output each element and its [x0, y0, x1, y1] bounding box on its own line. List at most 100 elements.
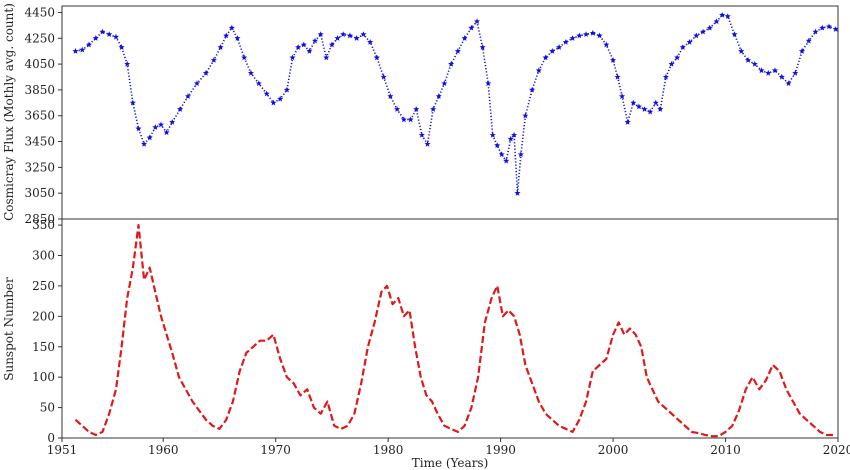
cosmic-ray-data-point	[785, 80, 792, 87]
cosmic-ray-y-ticks: 2850 3050 3250 3450 3650 3850 4050 4250 4450	[24, 5, 62, 226]
cosmic-ray-data-point	[657, 106, 664, 112]
cosmic-ray-data-point	[731, 31, 738, 37]
time-x-tick-label: 2010	[710, 443, 741, 457]
cosmic-ray-data-point	[407, 116, 414, 123]
cosmic-ray-y-tick-label: 4450	[24, 5, 55, 19]
cosmic-ray-data-point	[435, 93, 442, 99]
cosmic-ray-data-point	[106, 31, 113, 37]
cosmic-ray-data-point	[118, 44, 125, 50]
sunspot-series-line	[74, 224, 834, 438]
cosmic-ray-data-point	[152, 124, 159, 130]
cosmic-ray-data-point	[263, 90, 270, 97]
cosmic-ray-data-point	[686, 38, 693, 45]
cosmic-ray-data-point	[112, 33, 120, 40]
cosmic-ray-data-point	[255, 80, 262, 87]
cosmic-ray-plot-frame	[61, 5, 839, 220]
cosmic-ray-data-point	[668, 60, 675, 67]
time-x-axis-label: Time (Years)	[412, 456, 489, 470]
cosmic-ray-data-point	[184, 93, 191, 99]
cosmic-ray-data-point	[334, 35, 341, 41]
cosmic-ray-y-tick-label: 3650	[24, 109, 55, 123]
time-x-tick-label: 1960	[148, 443, 179, 457]
cosmic-ray-data-point	[367, 38, 374, 45]
cosmic-ray-data-point	[542, 54, 549, 61]
cosmic-ray-data-point	[771, 67, 779, 74]
cosmic-ray-data-point	[778, 73, 785, 80]
cosmic-ray-data-point	[124, 60, 131, 67]
sunspot-y-tick-label: 300	[32, 249, 55, 263]
cosmic-ray-data-point	[706, 24, 713, 31]
time-x-tick-label: 2000	[598, 443, 629, 457]
sunspot-y-tick-label: 350	[32, 218, 55, 232]
cosmic-ray-data-point	[306, 47, 313, 54]
cosmic-ray-data-point	[549, 47, 556, 54]
cosmic-ray-data-point	[473, 18, 481, 25]
time-x-tick-label: 1970	[260, 443, 291, 457]
sunspot-y-tick-label: 250	[32, 279, 55, 293]
cosmic-ray-data-point	[468, 24, 475, 31]
cosmic-ray-data-point	[503, 157, 510, 164]
cosmic-ray-y-tick-label: 3450	[24, 135, 55, 149]
cosmic-ray-data-point	[387, 93, 394, 99]
cosmic-ray-data-point	[157, 121, 165, 128]
cosmic-ray-data-point	[700, 28, 707, 35]
sunspot-y-ticks: 0 50 100 150 200 250 300 350	[32, 218, 62, 445]
cosmic-ray-data-point	[652, 99, 659, 106]
cosmic-ray-data-point	[217, 44, 224, 50]
cosmic-ray-data-point	[461, 35, 468, 41]
cosmic-ray-data-point	[610, 57, 617, 63]
sunspot-y-tick-label: 0	[47, 431, 55, 445]
time-x-tick-label: 1980	[373, 443, 404, 457]
cosmic-ray-data-point	[589, 29, 596, 36]
cosmic-ray-data-point	[825, 23, 833, 30]
sunspot-y-axis-label: Sunspot Number	[2, 277, 16, 381]
cosmic-ray-data-point	[234, 35, 241, 41]
cosmic-ray-y-tick-label: 2850	[24, 212, 55, 226]
cosmic-ray-data-point	[514, 189, 521, 196]
cosmic-ray-data-point	[223, 32, 230, 39]
cosmic-ray-data-point	[679, 44, 686, 50]
cosmic-ray-data-point	[300, 41, 307, 48]
cosmic-ray-data-point	[193, 80, 200, 87]
time-x-tick-label: 2020	[823, 443, 850, 457]
sunspot-series	[74, 224, 834, 438]
cosmic-ray-data-point	[99, 28, 106, 35]
cosmic-ray-data-point	[79, 46, 86, 53]
cosmic-ray-data-point	[418, 131, 425, 138]
cosmic-ray-data-point	[129, 99, 136, 106]
cosmic-ray-data-point	[202, 69, 209, 76]
cosmic-ray-data-point	[614, 73, 621, 80]
cosmic-ray-data-point	[489, 131, 496, 138]
cosmic-ray-data-point	[312, 37, 319, 44]
sunspot-y-tick-label: 200	[32, 309, 55, 323]
cosmic-ray-data-point	[360, 31, 367, 37]
cosmic-ray-data-point	[498, 151, 505, 158]
sunspot-y-tick-label: 100	[32, 370, 55, 384]
cosmic-ray-data-point	[619, 93, 626, 99]
cosmic-ray-data-point	[596, 32, 603, 39]
cosmic-ray-data-point	[641, 106, 648, 112]
cosmic-ray-data-point	[583, 31, 590, 37]
cosmic-ray-data-point	[228, 24, 235, 31]
cosmic-ray-data-point	[295, 44, 302, 50]
cosmic-ray-data-point	[805, 37, 812, 44]
cosmic-ray-data-point	[289, 54, 296, 61]
cosmic-ray-data-point	[529, 86, 536, 93]
cosmic-ray-data-point	[511, 131, 518, 138]
cosmic-ray-y-axis-label: Cosmicray Flux (Mothly avg. count)	[2, 3, 16, 221]
cosmic-ray-data-point	[72, 47, 79, 54]
cosmic-ray-data-point	[798, 47, 806, 54]
cosmic-ray-data-point	[758, 67, 765, 74]
cosmic-ray-data-point	[270, 99, 277, 106]
cosmic-ray-data-point	[210, 57, 217, 63]
cosmic-ray-data-point	[517, 151, 524, 158]
cosmic-ray-data-point	[507, 135, 514, 142]
cosmic-ray-data-point	[394, 106, 401, 112]
cosmic-ray-data-point	[556, 44, 563, 50]
cosmic-ray-data-point	[647, 108, 654, 115]
cosmic-ray-data-point	[603, 41, 610, 48]
time-x-tick-label: 1990	[485, 443, 516, 457]
cosmic-ray-series	[72, 11, 839, 196]
